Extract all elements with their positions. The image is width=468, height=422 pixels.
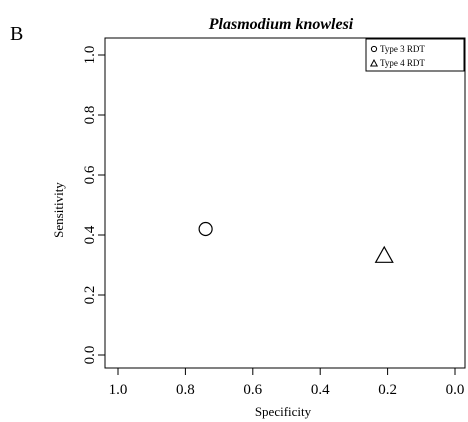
legend-item-type-4-rdt: Type 4 RDT	[380, 58, 425, 68]
legend-box	[365, 38, 465, 72]
y-axis-label: Sensitivity	[51, 182, 66, 238]
y-tick-label: 0.6	[82, 165, 98, 184]
legend-triangle-marker	[369, 58, 379, 67]
point-type-4-rdt	[374, 245, 394, 263]
legend: Type 3 RDT Type 4 RDT	[365, 38, 465, 72]
x-tick-label: 0.8	[176, 382, 195, 398]
x-axis-label: Specificity	[255, 404, 312, 419]
x-tick-label: 0.4	[311, 382, 330, 398]
x-tick-label: 1.0	[109, 382, 128, 398]
y-tick-label: 1.0	[82, 46, 98, 65]
plot-frame	[104, 37, 466, 369]
x-tick-label: 0.0	[446, 382, 465, 398]
y-tick-label: 0.8	[82, 106, 98, 125]
x-tick-label: 0.2	[378, 382, 397, 398]
data-points	[198, 221, 394, 263]
legend-item-type-3-rdt: Type 3 RDT	[380, 44, 425, 54]
y-tick-label: 0.2	[82, 286, 98, 305]
y-tick-label: 0.0	[82, 346, 98, 365]
point-type-3-rdt	[198, 221, 213, 237]
x-axis: 1.0 0.8 0.6 0.4 0.2 0.0	[109, 367, 465, 398]
x-tick-label: 0.6	[243, 382, 262, 398]
y-axis: 0.0 0.2 0.4 0.6 0.8 1.0	[82, 46, 106, 365]
legend-circle-marker	[370, 45, 378, 53]
panel-letter: B	[10, 23, 23, 45]
y-tick-label: 0.4	[82, 225, 98, 244]
chart-title: Plasmodium knowlesi	[208, 16, 354, 33]
